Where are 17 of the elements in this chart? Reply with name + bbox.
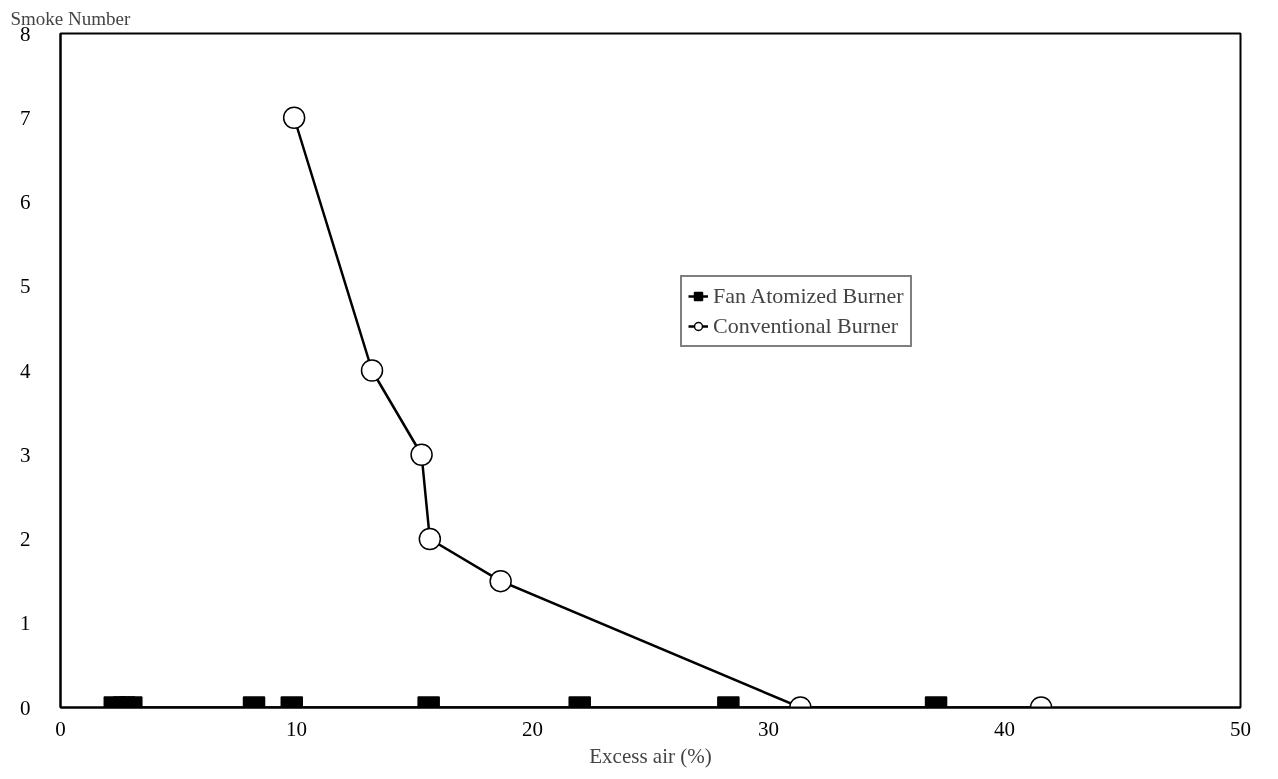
y-tick-label: 6	[20, 190, 31, 214]
y-tick-label: 5	[20, 274, 31, 299]
x-tick-label: 50	[1230, 716, 1251, 741]
y-tick-label: 4	[20, 358, 31, 383]
x-tick-label: 20	[522, 716, 543, 741]
x-tick-label: 10	[286, 716, 307, 741]
y-tick-label: 1	[20, 611, 31, 636]
legend-label: Fan Atomized Burner	[713, 283, 904, 309]
y-tick-label: 0	[20, 695, 31, 720]
x-tick-label: 0	[55, 716, 66, 741]
x-tick-label: 40	[994, 716, 1015, 741]
y-tick-label: 3	[20, 442, 31, 467]
y-tick-label: 2	[20, 527, 31, 551]
x-tick-label: 30	[758, 716, 779, 741]
x-axis-title: Excess air (%)	[589, 743, 712, 768]
legend-label: Conventional Burner	[713, 313, 899, 339]
y-tick-label: 7	[20, 105, 31, 130]
